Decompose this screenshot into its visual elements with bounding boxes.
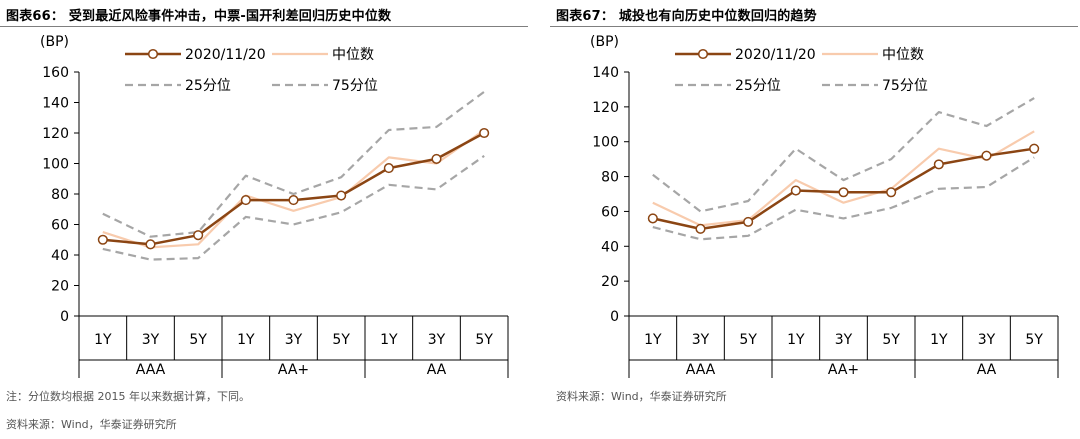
legend-marker bbox=[147, 48, 159, 60]
source-note: 资料来源：Wind，华泰证券研究所 bbox=[556, 390, 727, 403]
data-point-marker bbox=[838, 187, 849, 198]
y-tick-label: 140 bbox=[42, 96, 69, 112]
data-point-marker bbox=[1029, 143, 1040, 154]
y-tick-label: 20 bbox=[51, 279, 69, 295]
y-tick-label: 100 bbox=[592, 135, 619, 151]
legend-label: 25分位 bbox=[185, 78, 231, 94]
y-tick-label: 40 bbox=[601, 239, 619, 255]
data-point-marker bbox=[479, 127, 490, 139]
x-tick-label: 5Y bbox=[882, 332, 900, 348]
series-line-p75 bbox=[652, 97, 1035, 213]
spread-line-chart-right: (BP) 0 20 40 60 80 100 120 140 1Y 3Y 5Y 1Y 3Y 5Y 1Y 3Y 5Y… bbox=[590, 34, 1059, 378]
series-line-median bbox=[102, 129, 485, 249]
y-axis-label: (BP) bbox=[40, 34, 69, 50]
title-divider bbox=[550, 26, 1078, 27]
x-tick-label: 5Y bbox=[332, 332, 350, 348]
title-divider bbox=[0, 26, 528, 27]
y-tick-label: 80 bbox=[51, 187, 69, 203]
chart-title: 图表67： 城投也有向历史中位数回归的趋势 bbox=[556, 9, 817, 24]
chart-panel-right: 图表67： 城投也有向历史中位数回归的趋势 (BP) 0 20 40 60 80 100 12… bbox=[550, 0, 1080, 390]
x-tick-label: 1Y bbox=[930, 332, 948, 348]
chart-panel-left: 图表66： 受到最近风险事件冲击，中票-国开利差回归历史中位数 (BP) 0 20 4… bbox=[0, 0, 530, 390]
y-tick-label: 140 bbox=[592, 65, 619, 81]
data-point-marker bbox=[790, 185, 801, 196]
x-tick-label: 3Y bbox=[428, 332, 446, 348]
legend-label: 2020/11/20 bbox=[735, 47, 816, 63]
footnote: 注：分位数均根据 2015 年以来数据计算，下同。 bbox=[6, 390, 250, 403]
x-group-label: AAA bbox=[686, 362, 716, 378]
x-tick-label: 3Y bbox=[978, 332, 996, 348]
legend-label: 中位数 bbox=[332, 47, 374, 63]
x-group-label: AA bbox=[977, 362, 997, 378]
y-tick-label: 0 bbox=[610, 309, 619, 325]
y-tick-label: 0 bbox=[60, 309, 69, 325]
x-tick-label: 5Y bbox=[1025, 332, 1043, 348]
y-tick-label: 80 bbox=[601, 170, 619, 186]
y-tick-label: 120 bbox=[592, 100, 619, 116]
x-tick-label: 5Y bbox=[189, 332, 207, 348]
y-tick-label: 160 bbox=[42, 65, 69, 81]
y-tick-label: 40 bbox=[51, 248, 69, 264]
x-tick-label: 1Y bbox=[237, 332, 255, 348]
y-tick-label: 100 bbox=[42, 157, 69, 173]
data-point-marker bbox=[933, 159, 944, 170]
y-tick-label: 120 bbox=[42, 126, 69, 142]
series-line-median bbox=[652, 130, 1035, 227]
data-point-marker bbox=[336, 190, 347, 201]
x-tick-label: 1Y bbox=[644, 332, 662, 348]
data-point-marker bbox=[647, 213, 658, 224]
data-point-marker bbox=[981, 150, 992, 161]
legend-label: 25分位 bbox=[735, 78, 781, 94]
x-tick-label: 3Y bbox=[692, 332, 710, 348]
x-tick-label: 3Y bbox=[142, 332, 160, 348]
series-line-p25 bbox=[652, 156, 1035, 241]
series-line-p25 bbox=[102, 154, 485, 261]
data-point-marker bbox=[431, 153, 442, 164]
legend-marker bbox=[697, 48, 709, 60]
data-point-marker bbox=[695, 223, 706, 234]
y-axis-label: (BP) bbox=[590, 34, 619, 50]
y-tick-label: 20 bbox=[601, 274, 619, 290]
y-tick-label: 60 bbox=[51, 218, 69, 234]
data-point-marker bbox=[193, 230, 204, 241]
legend-label: 2020/11/20 bbox=[185, 47, 266, 63]
x-tick-label: 1Y bbox=[787, 332, 805, 348]
source-note: 资料来源：Wind，华泰证券研究所 bbox=[6, 418, 177, 431]
data-point-marker bbox=[743, 216, 754, 227]
x-tick-label: 1Y bbox=[380, 332, 398, 348]
legend-label: 中位数 bbox=[882, 47, 924, 63]
series-line-p75 bbox=[102, 90, 485, 238]
x-group-label: AA bbox=[427, 362, 447, 378]
data-point-marker bbox=[145, 239, 156, 250]
x-tick-label: 3Y bbox=[285, 332, 303, 348]
x-tick-label: 1Y bbox=[94, 332, 112, 348]
x-group-label: AA+ bbox=[828, 362, 859, 378]
chart-title: 图表66： 受到最近风险事件冲击，中票-国开利差回归历史中位数 bbox=[6, 9, 392, 24]
data-point-marker bbox=[240, 195, 251, 206]
legend-label: 75分位 bbox=[332, 78, 378, 94]
legend-label: 75分位 bbox=[882, 78, 928, 94]
spread-line-chart-left: (BP) 0 20 40 60 80 100 120 140 160 1Y 3Y 5Y 1Y 3Y 5Y 1Y 3… bbox=[40, 34, 509, 378]
data-point-marker bbox=[288, 195, 299, 206]
x-tick-label: 3Y bbox=[835, 332, 853, 348]
x-group-label: AAA bbox=[136, 362, 166, 378]
series-line-current bbox=[102, 131, 485, 246]
data-point-marker bbox=[886, 187, 897, 198]
x-tick-label: 5Y bbox=[739, 332, 757, 348]
y-tick-label: 60 bbox=[601, 204, 619, 220]
data-point-marker bbox=[383, 163, 394, 174]
x-group-label: AA+ bbox=[278, 362, 309, 378]
data-point-marker bbox=[97, 234, 108, 245]
x-tick-label: 5Y bbox=[475, 332, 493, 348]
